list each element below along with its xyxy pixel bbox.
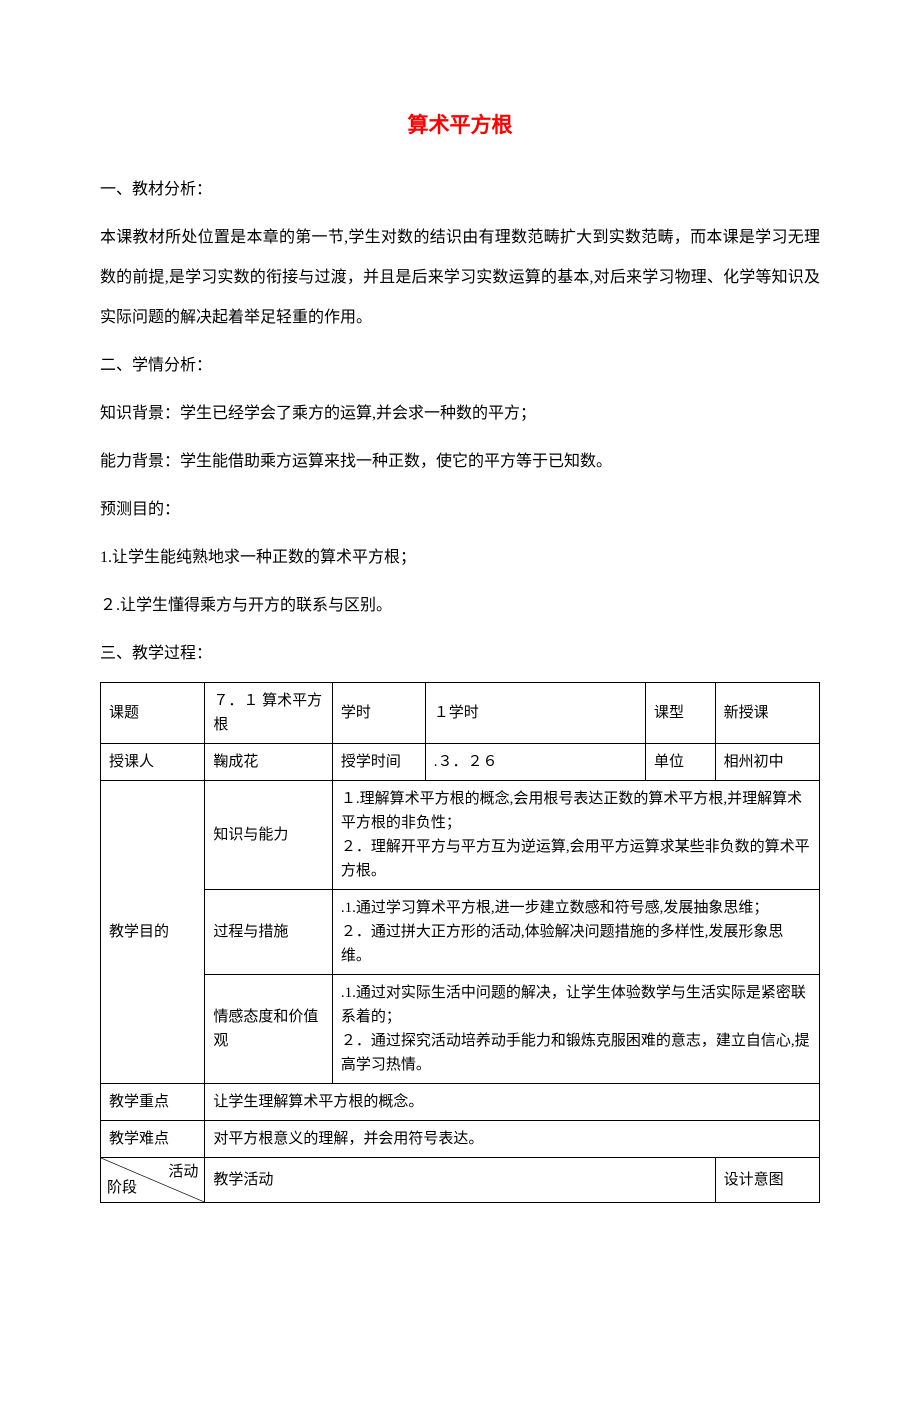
- cell-attitude-label: 情感态度和价值观: [205, 974, 333, 1083]
- table-row: 教学重点 让学生理解算术平方根的概念。: [101, 1083, 820, 1120]
- diag-top-label: 活动: [168, 1160, 198, 1184]
- section-2-line-4: 1.让学生能纯熟地求一种正数的算术平方根；: [100, 538, 820, 578]
- cell-type-value: 新授课: [715, 682, 819, 743]
- cell-knowledge-label: 知识与能力: [205, 780, 333, 889]
- cell-activity-label: 教学活动: [205, 1157, 715, 1202]
- cell-type-label: 课型: [646, 682, 716, 743]
- cell-knowledge-value: １.理解算术平方根的概念,会用根号表达正数的算术平方根,并理解算术平方根的非负性…: [332, 780, 819, 889]
- document-title: 算术平方根: [100, 110, 820, 142]
- cell-time-label: 授学时间: [332, 743, 425, 780]
- diag-bottom-label: 阶段: [107, 1176, 137, 1200]
- section-2-line-2: 能力背景：学生能借助乘方运算来找一种正数，使它的平方等于已知数。: [100, 442, 820, 482]
- table-row: 教学难点 对平方根意义的理解，并会用符号表达。: [101, 1120, 820, 1157]
- section-2-heading: 二、学情分析：: [100, 346, 820, 386]
- table-row: 教学目的 知识与能力 １.理解算术平方根的概念,会用根号表达正数的算术平方根,并…: [101, 780, 820, 889]
- cell-design-label: 设计意图: [715, 1157, 819, 1202]
- cell-unit-label: 单位: [646, 743, 716, 780]
- section-1-body: 本课教材所处位置是本章的第一节,学生对数的结识由有理数范畴扩大到实数范畴，而本课…: [100, 218, 820, 338]
- section-2-line-1: 知识背景：学生已经学会了乘方的运算,并会求一种数的平方；: [100, 394, 820, 434]
- cell-objectives-label: 教学目的: [101, 780, 205, 1083]
- table-row: 情感态度和价值观 .1.通过对实际生活中问题的解决，让学生体验数学与生活实际是紧…: [101, 974, 820, 1083]
- section-3-heading: 三、教学过程：: [100, 634, 820, 674]
- cell-keypoint-label: 教学重点: [101, 1083, 205, 1120]
- cell-teacher-value: 鞠成花: [205, 743, 333, 780]
- cell-hours-value: １学时: [425, 682, 645, 743]
- cell-unit-value: 相州初中: [715, 743, 819, 780]
- cell-time-value: .３．２６: [425, 743, 645, 780]
- cell-hours-label: 学时: [332, 682, 425, 743]
- table-row: 授课人 鞠成花 授学时间 .３．２６ 单位 相州初中: [101, 743, 820, 780]
- lesson-plan-table: 课题 ７．１ 算术平方根 学时 １学时 课型 新授课 授课人 鞠成花 授学时间 …: [100, 682, 820, 1203]
- cell-attitude-value: .1.通过对实际生活中问题的解决，让学生体验数学与生活实际是紧密联系着的； ２．…: [332, 974, 819, 1083]
- cell-keypoint-value: 让学生理解算术平方根的概念。: [205, 1083, 820, 1120]
- document-page: 算术平方根 一、教材分析： 本课教材所处位置是本章的第一节,学生对数的结识由有理…: [0, 0, 920, 1403]
- section-1-heading: 一、教材分析：: [100, 170, 820, 210]
- section-2-line-3: 预测目的：: [100, 490, 820, 530]
- cell-process-label: 过程与措施: [205, 889, 333, 974]
- cell-topic-value: ７．１ 算术平方根: [205, 682, 333, 743]
- table-row: 课题 ７．１ 算术平方根 学时 １学时 课型 新授课: [101, 682, 820, 743]
- section-2-line-5: ２.让学生懂得乘方与开方的联系与区别。: [100, 586, 820, 626]
- cell-diagonal-header: 活动 阶段: [101, 1157, 205, 1202]
- cell-process-value: .1.通过学习算术平方根,进一步建立数感和符号感,发展抽象思维； ２．通过拼大正…: [332, 889, 819, 974]
- table-row: 活动 阶段 教学活动 设计意图: [101, 1157, 820, 1202]
- cell-difficulty-label: 教学难点: [101, 1120, 205, 1157]
- cell-topic-label: 课题: [101, 682, 205, 743]
- cell-teacher-label: 授课人: [101, 743, 205, 780]
- cell-difficulty-value: 对平方根意义的理解，并会用符号表达。: [205, 1120, 820, 1157]
- table-row: 过程与措施 .1.通过学习算术平方根,进一步建立数感和符号感,发展抽象思维； ２…: [101, 889, 820, 974]
